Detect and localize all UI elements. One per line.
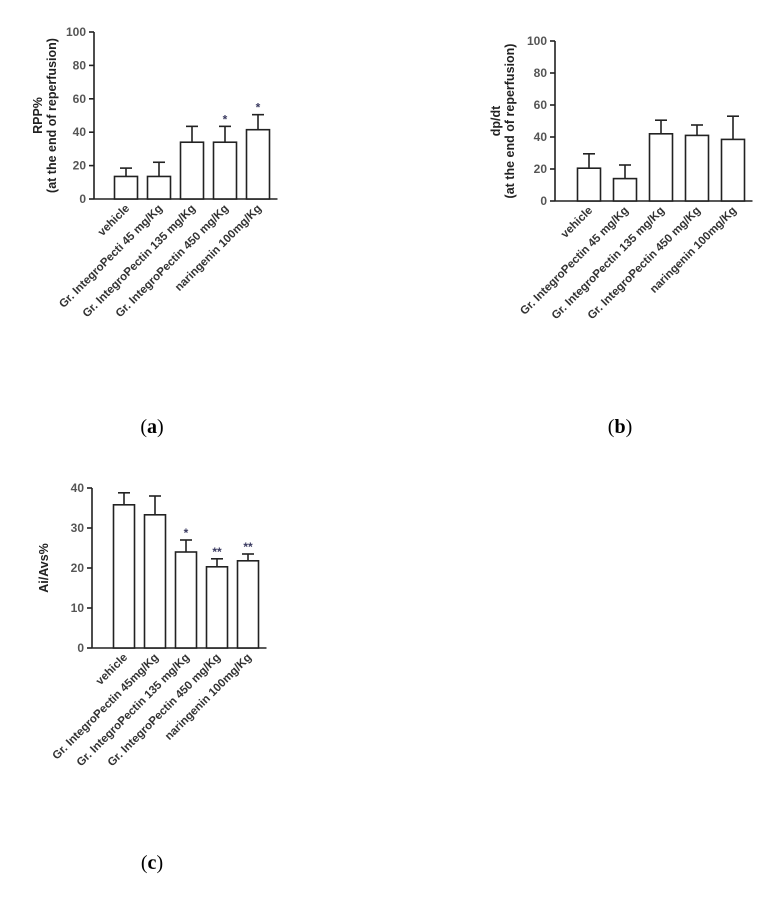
bar [212, 141, 238, 200]
y-axis-label: RPP% [31, 97, 45, 134]
y-tick-label: 80 [534, 66, 548, 80]
panel-label: (c) [141, 852, 163, 874]
significance-marker: * [184, 526, 189, 540]
y-tick-label: 30 [71, 521, 85, 535]
panel-label-open: ( [141, 852, 148, 874]
significance-marker: ** [212, 545, 222, 559]
bar [236, 559, 260, 649]
significance-marker: * [223, 112, 228, 126]
bar [648, 133, 674, 202]
y-tick-label: 80 [73, 58, 87, 72]
panel-label-close: ) [157, 416, 164, 438]
bar [720, 138, 746, 202]
y-tick-label: 100 [66, 25, 86, 39]
y-tick-label: 10 [71, 601, 85, 615]
bar [205, 565, 229, 649]
bar [174, 551, 198, 649]
category-label: vehicle [559, 205, 595, 241]
bar [179, 141, 205, 200]
panel-label-open: ( [608, 416, 615, 438]
panel-label-letter: c [148, 852, 157, 874]
y-axis-label: (at the end of reperfusion) [503, 44, 517, 199]
category-label: Gr. IntegroPectin 135 mg/Kg [75, 652, 192, 769]
bar [576, 167, 602, 202]
y-tick-label: 40 [71, 481, 85, 495]
chart-panel-1: 0 20 40 60 80 100 dp/dt (at the end of reperfus… [489, 34, 753, 438]
y-tick-label: 0 [77, 641, 84, 655]
y-tick-label: 20 [534, 162, 548, 176]
y-tick-label: 0 [540, 194, 547, 208]
bar [612, 177, 638, 202]
panel-label-close: ) [156, 852, 163, 874]
panel-label-open: ( [140, 416, 147, 438]
y-tick-label: 100 [527, 34, 547, 48]
bar [112, 503, 136, 649]
y-tick-label: 40 [73, 125, 87, 139]
y-axis-label: Ai/Avs% [37, 543, 51, 593]
y-axis-label: (at the end of reperfusion) [45, 38, 59, 193]
bar [113, 175, 139, 200]
panel-label: (a) [140, 416, 163, 438]
y-tick-label: 40 [534, 130, 548, 144]
bar [684, 134, 710, 202]
significance-marker: ** [243, 540, 253, 554]
panel-label: (b) [608, 416, 632, 438]
y-tick-label: 60 [73, 92, 87, 106]
panel-label-letter: b [614, 416, 625, 438]
panel-label-letter: a [147, 416, 157, 438]
y-tick-label: 20 [73, 159, 87, 173]
category-label: Gr. IntegroPectin 450 mg/Kg [106, 652, 223, 769]
y-axis-label: dp/dt [489, 105, 503, 136]
significance-marker: * [256, 101, 261, 115]
panel-label-close: ) [626, 416, 633, 438]
bar [146, 175, 172, 200]
bar [143, 513, 167, 649]
chart-panel-0: 0 20 40 60 80 100 RPP% (at the end of reperfusi… [31, 25, 278, 438]
y-tick-label: 60 [534, 98, 548, 112]
y-tick-label: 20 [71, 561, 85, 575]
bar [245, 128, 271, 200]
y-tick-label: 0 [79, 192, 86, 206]
